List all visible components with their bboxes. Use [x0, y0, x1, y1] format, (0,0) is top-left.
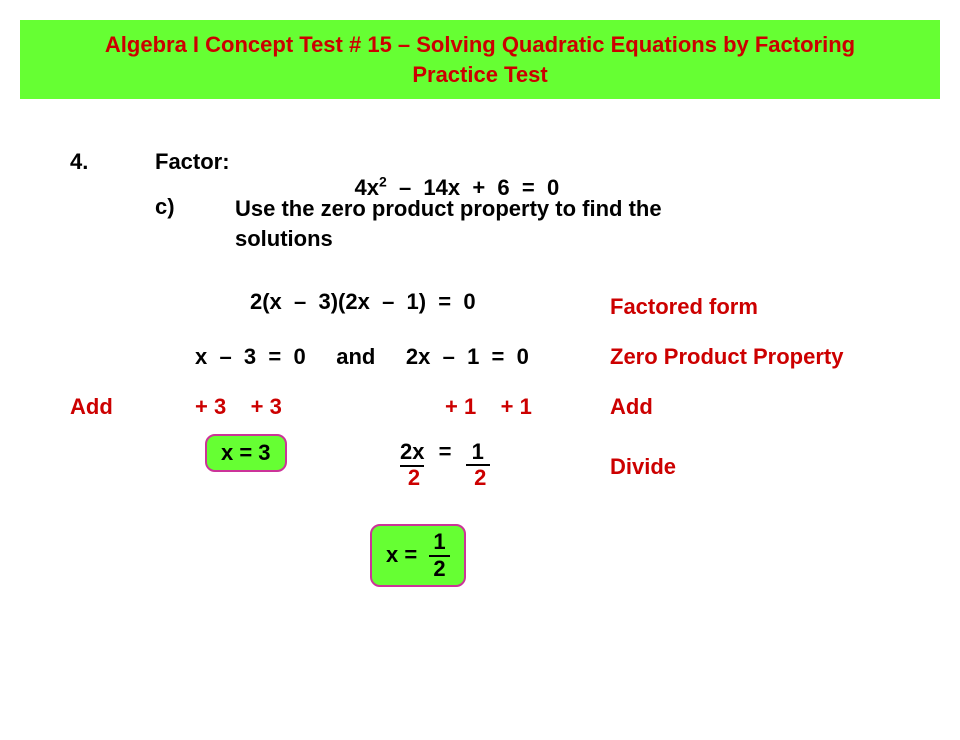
answer2-box: x = 1 2: [370, 524, 466, 586]
divide-denom-right: 2: [468, 465, 492, 491]
divide-equals: =: [439, 439, 452, 465]
answer1-container: x = 3: [205, 434, 287, 472]
add-right-label: Add: [610, 394, 653, 420]
divide-label: Divide: [610, 454, 676, 480]
add-right-terms: + 1 + 1: [445, 394, 532, 420]
answer2-den: 2: [429, 557, 449, 581]
part-label: c): [155, 194, 175, 220]
factored-equation: 2(x – 3)(2x – 1) = 0: [250, 289, 476, 315]
slide-header: Algebra I Concept Test # 15 – Solving Qu…: [20, 20, 940, 99]
slide-content: 4. Factor: 4x2 – 14x + 6 = 0 c) Use the …: [0, 99, 960, 699]
answer2-container: x = 1 2: [370, 524, 466, 586]
problem-label: Factor:: [155, 149, 230, 175]
divide-step: 2x = 1 2 2: [400, 439, 492, 491]
answer2-x: x =: [386, 543, 417, 568]
answer1-box: x = 3: [205, 434, 287, 472]
zero-label: Zero Product Property: [610, 344, 843, 370]
add-left-terms: + 3 + 3: [195, 394, 282, 420]
header-line1: Algebra I Concept Test # 15 – Solving Qu…: [105, 32, 855, 57]
zero-equation: x – 3 = 0 and 2x – 1 = 0: [195, 344, 529, 370]
answer2-fraction: 1 2: [429, 530, 449, 580]
factored-label: Factored form: [610, 294, 758, 320]
divide-denom-left: 2: [400, 465, 428, 491]
answer2-num: 1: [429, 530, 449, 556]
eq-exp: 2: [379, 174, 387, 190]
divide-numerator-left: 2x: [400, 439, 424, 467]
problem-number: 4.: [70, 149, 88, 175]
add-left-label: Add: [70, 394, 113, 420]
divide-numerator-right: 1: [466, 439, 490, 466]
header-line2: Practice Test: [412, 62, 547, 87]
part-text: Use the zero product property to find th…: [235, 194, 735, 253]
